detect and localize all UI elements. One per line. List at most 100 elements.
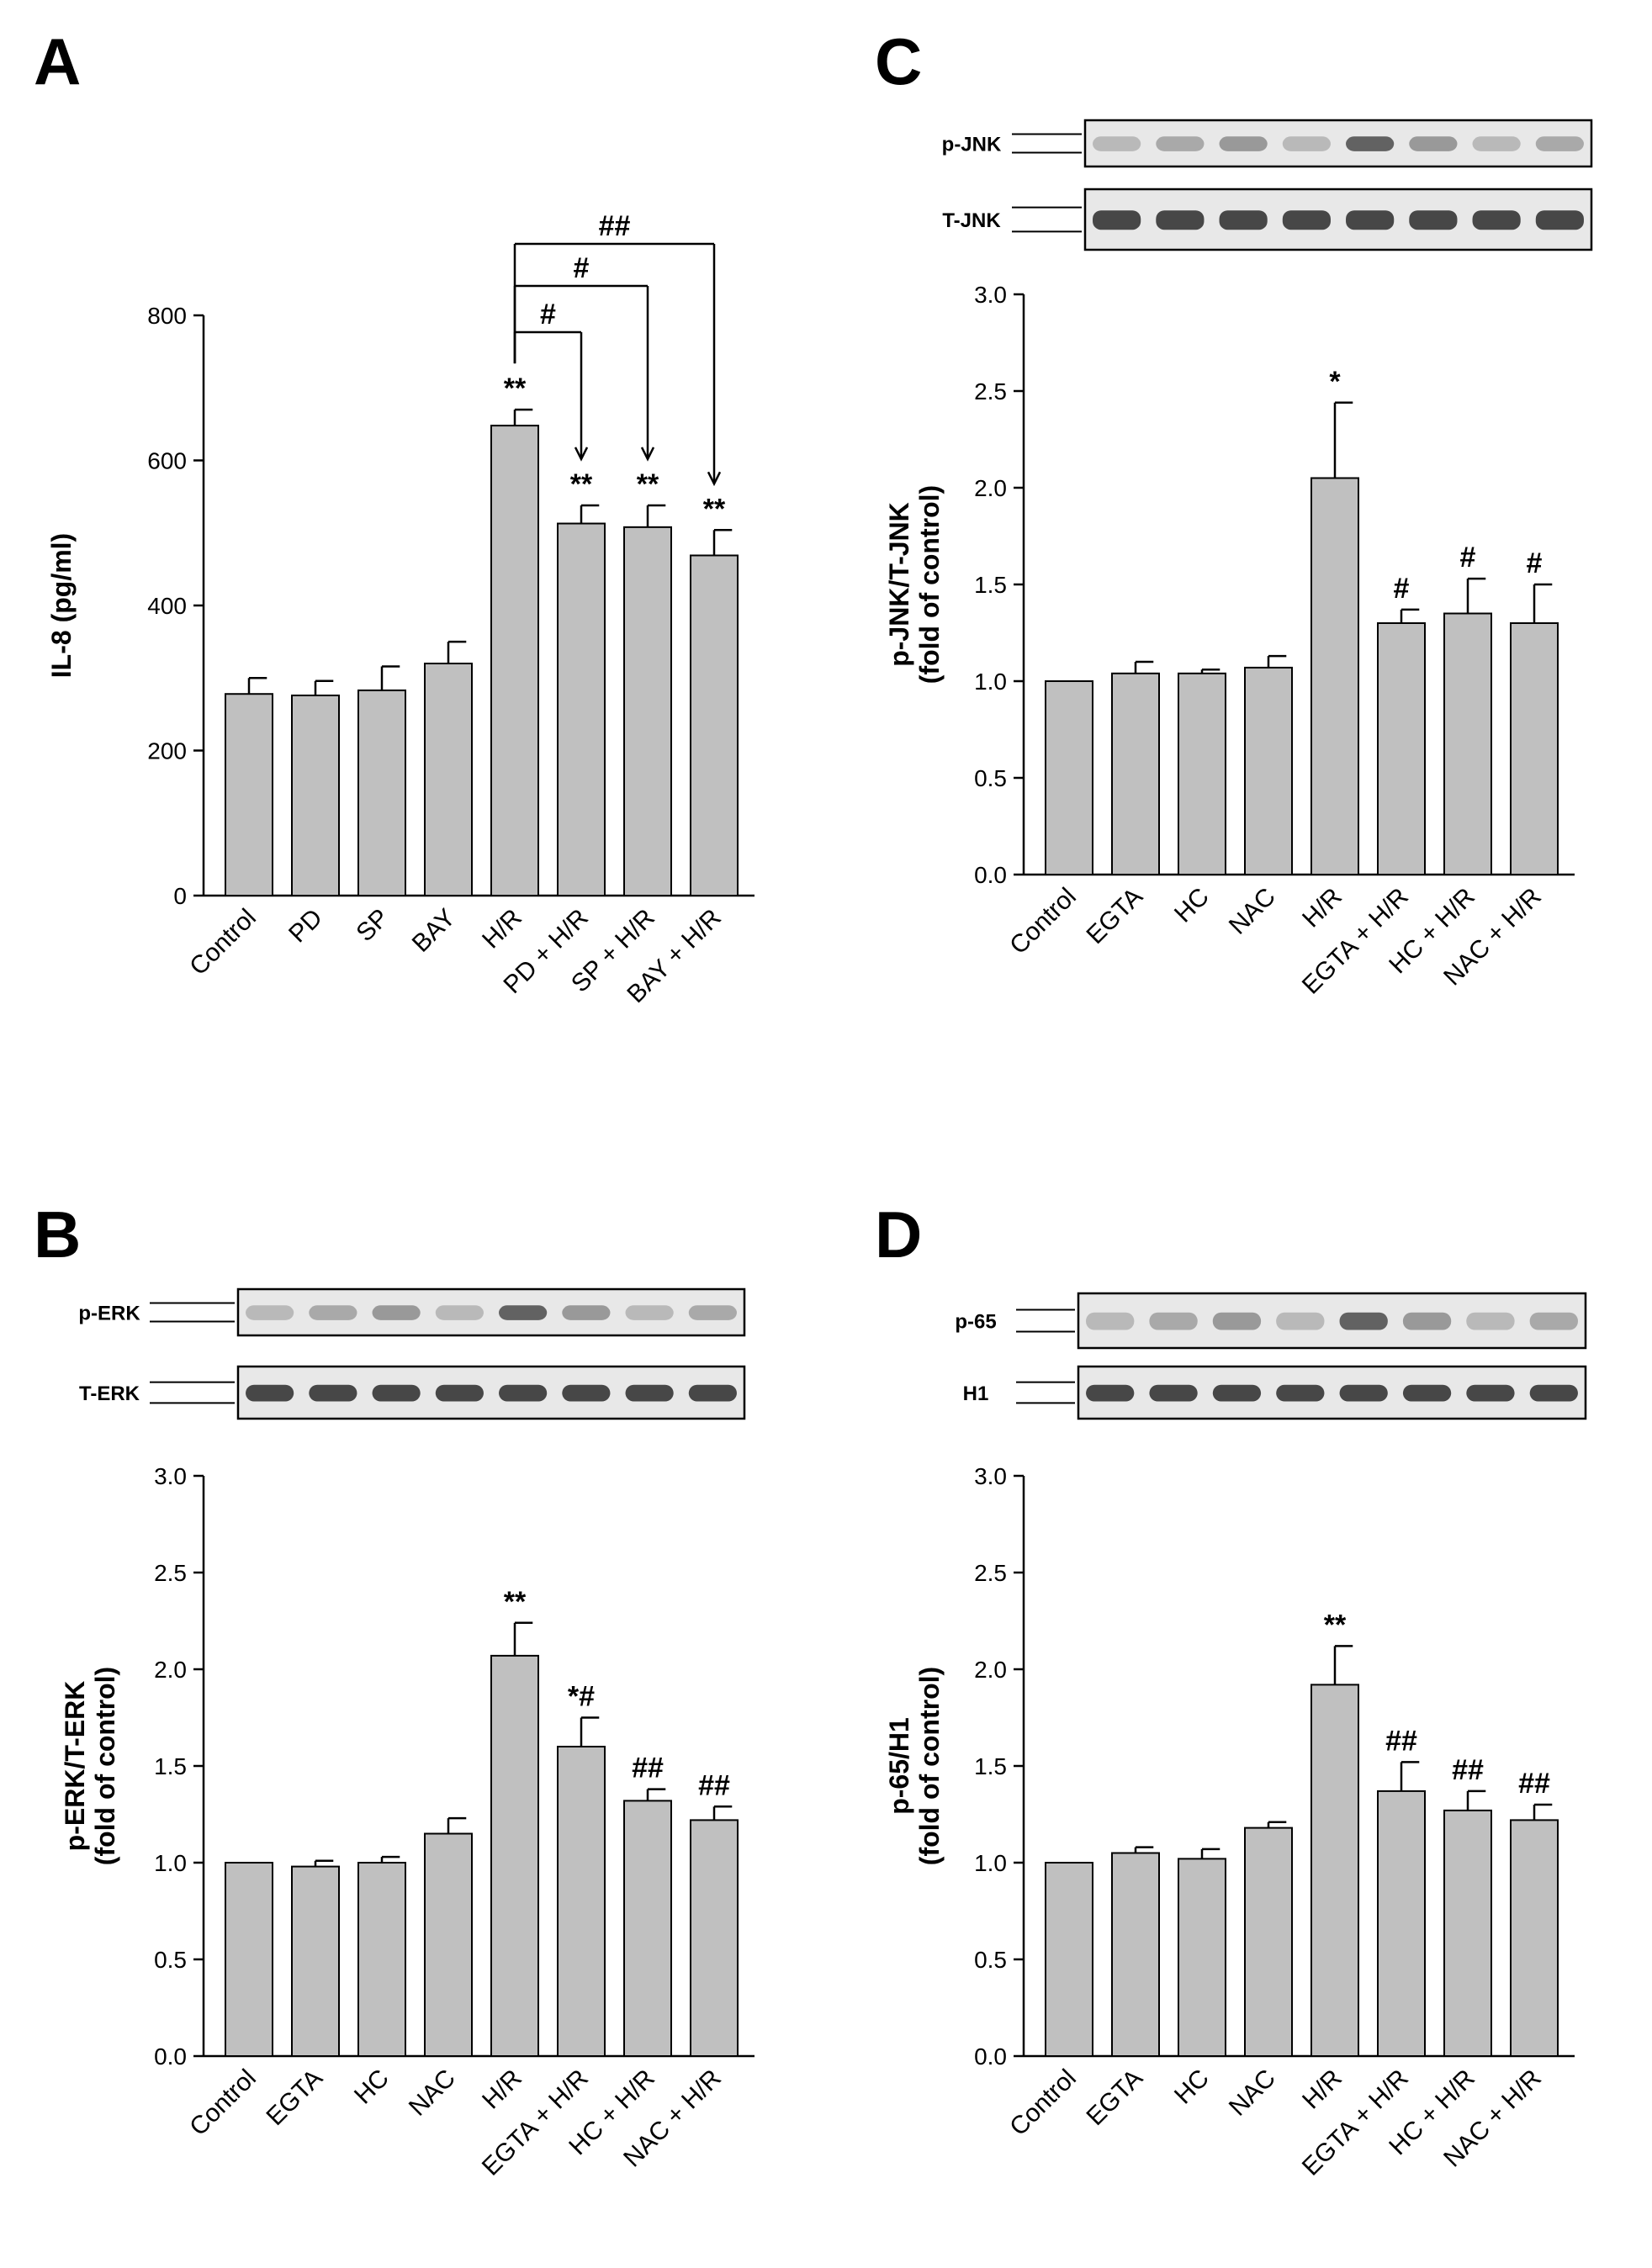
y-tick-label: 2.5 [974, 378, 1007, 404]
blot-band [246, 1384, 294, 1402]
significance-mark: ## [1452, 1754, 1484, 1786]
bar [1377, 622, 1426, 875]
y-tick-label: 0 [173, 883, 187, 909]
significance-mark: ** [570, 468, 593, 500]
category-label: HC [1169, 883, 1215, 928]
bracket-arrow [640, 447, 655, 462]
blot-band [372, 1305, 421, 1320]
blot-band [1282, 210, 1331, 230]
blot-label: p-65 [955, 1311, 996, 1334]
blot-band [1276, 1312, 1325, 1330]
blot-band [499, 1384, 548, 1402]
blot-band [499, 1305, 548, 1320]
blot-band [625, 1384, 674, 1402]
y-tick-label: 3.0 [974, 1463, 1007, 1489]
y-tick-label: 800 [147, 303, 187, 329]
y-tick-label: 3.0 [154, 1463, 187, 1489]
category-label: NAC [1224, 2064, 1281, 2122]
blot-band [309, 1305, 357, 1320]
bar [1045, 680, 1093, 875]
y-tick-label: 1.0 [974, 669, 1007, 695]
category-label: H/R [477, 904, 527, 954]
significance-mark: ** [637, 468, 659, 500]
panel-letter-c: C [875, 24, 922, 98]
blot-band [1156, 136, 1205, 151]
significance-mark: ## [1385, 1725, 1417, 1757]
blot-band [1212, 1384, 1262, 1402]
y-tick-label: 2.0 [974, 1657, 1007, 1683]
bar [1045, 1862, 1093, 2057]
category-label: HC [1169, 2064, 1215, 2110]
significance-mark: # [1460, 542, 1476, 574]
y-tick-label: 0.5 [974, 765, 1007, 791]
bar [1310, 477, 1359, 875]
blot-band [1409, 210, 1458, 230]
bar [490, 1654, 539, 2058]
panel-c-chart: 0.0 0.5 1.0 1.5 2.0 2.5 3.0 p-JNK/T-JNK (fold of… [884, 119, 1593, 1000]
y-tick-label: 400 [147, 593, 187, 619]
blot-band [1535, 136, 1584, 151]
y-tick-label: 3.0 [974, 282, 1007, 308]
y-tick-label: 0.5 [154, 1947, 187, 1973]
category-label: H/R [1297, 2064, 1348, 2115]
y-tick-label: 2.0 [154, 1657, 187, 1683]
panel-letter-a: A [34, 24, 81, 98]
blot-band [1409, 136, 1458, 151]
category-label: Control [184, 904, 262, 981]
y-tick-label: 0.0 [974, 2043, 1007, 2070]
bar [1244, 1827, 1293, 2058]
blot-band [1535, 210, 1584, 230]
bar [1310, 1684, 1359, 2058]
y-tick-label: 1.5 [974, 1753, 1007, 1779]
blot-band [1529, 1384, 1578, 1402]
blot-band [1156, 210, 1205, 230]
y-axis-label: p-65/H1 [884, 1717, 914, 1815]
significance-mark: ## [1518, 1768, 1550, 1800]
category-label: HC [349, 2064, 394, 2110]
category-label: Control [184, 2064, 262, 2142]
blot-band [1219, 210, 1268, 230]
bracket-label: # [540, 299, 556, 330]
significance-mark: ## [698, 1769, 730, 1801]
bar [1111, 1852, 1160, 2057]
y-tick-label: 1.0 [974, 1850, 1007, 1876]
significance-mark: *# [568, 1681, 595, 1713]
blot-label: H1 [963, 1382, 989, 1405]
blot-label: p-JNK [942, 134, 1002, 156]
y-axis-label: p-ERK/T-ERK [60, 1681, 90, 1852]
category-label: NAC [404, 2064, 461, 2122]
y-tick-label: 200 [147, 738, 187, 764]
y-axis-label: p-JNK/T-JNK [884, 502, 914, 667]
category-label: EGTA [1081, 883, 1148, 950]
bar [1510, 1819, 1559, 2057]
bar [424, 1832, 473, 2057]
blot-band [246, 1305, 294, 1320]
significance-mark: # [1527, 547, 1543, 579]
bar [1244, 666, 1293, 876]
blot-band [1149, 1312, 1198, 1330]
bar [623, 526, 672, 896]
significance-mark: ** [504, 373, 527, 404]
y-tick-label: 0.5 [974, 1947, 1007, 1973]
blot-band [1212, 1312, 1262, 1330]
panel-d-chart: 0.0 0.5 1.0 1.5 2.0 2.5 3.0 p-65/H1 (fold of con… [884, 1292, 1587, 2181]
panel-a-chart: 0 200 400 600 800 IL-8 (pg/ml) Control PD SP BAY *… [46, 210, 755, 1008]
category-label: Control [1004, 883, 1082, 960]
bar [424, 663, 473, 896]
y-axis-label: (fold of control) [90, 1667, 120, 1865]
category-label: SP [351, 904, 394, 948]
panel-letter-d: D [875, 1197, 922, 1271]
category-label: BAY [407, 904, 461, 958]
significance-mark: # [1394, 573, 1410, 605]
y-tick-label: 1.5 [154, 1753, 187, 1779]
blot-strip [1083, 119, 1593, 168]
bar [225, 1862, 273, 2057]
significance-mark: ## [632, 1753, 664, 1784]
blot-band [562, 1384, 611, 1402]
blot-band [1093, 136, 1141, 151]
bar [225, 693, 273, 896]
blot-band [1346, 136, 1395, 151]
bar [291, 694, 340, 897]
blot-band [1282, 136, 1331, 151]
bar [1443, 612, 1492, 875]
